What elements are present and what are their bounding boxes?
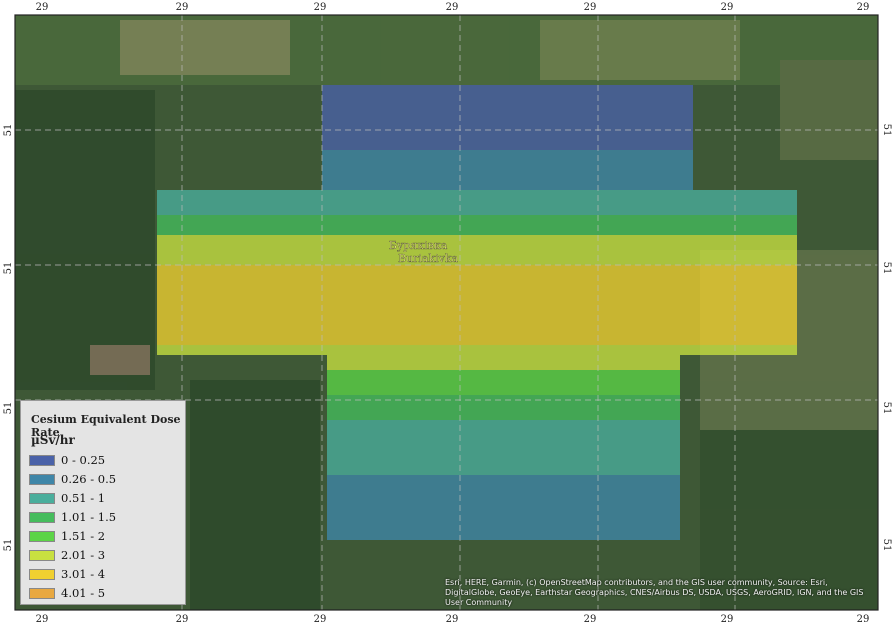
frame-label: 29 [857,614,870,625]
legend-item: 4.01 - 5 [29,586,105,600]
dose-band [157,265,797,345]
legend-label: 0.51 - 1 [61,491,106,505]
dose-band [327,475,680,540]
legend-label: 4.01 - 5 [61,586,106,600]
legend-item: 2.01 - 3 [29,548,105,562]
dose-band [157,215,797,235]
frame-label: 51 [881,262,892,275]
legend-label: 3.01 - 4 [61,567,106,581]
dose-band [322,150,693,190]
frame-label: 29 [446,2,459,13]
legend-title: Cesium Equivalent Dose Rate [31,413,181,439]
dose-overlay [157,85,797,540]
frame-label: 29 [721,2,734,13]
frame-label: 51 [3,539,14,552]
legend-item: 0 - 0.25 [29,453,105,467]
legend-unit: µSv/hr [31,433,75,447]
legend: Cesium Equivalent Dose Rate µSv/hr 0 - 0… [20,400,186,605]
legend-item: 0.51 - 1 [29,491,105,505]
legend-swatch [29,530,55,542]
legend-label: 1.51 - 2 [61,529,106,543]
dose-band [157,345,797,355]
dose-band [327,355,680,370]
frame-label: 29 [721,614,734,625]
legend-label: 0.26 - 0.5 [61,472,117,486]
frame-label: 29 [176,614,189,625]
map-frame [14,14,879,611]
frame-label: 51 [3,402,14,415]
frame-label: 51 [3,262,14,275]
frame-label: 51 [881,539,892,552]
legend-swatch [29,492,55,504]
frame-label: 29 [584,2,597,13]
legend-swatch [29,473,55,485]
legend-item: 1.01 - 1.5 [29,510,116,524]
frame-label: 51 [881,124,892,137]
frame-label: 29 [857,2,870,13]
dose-band [322,85,693,150]
frame-label: 51 [881,402,892,415]
place-label: Buriakivka [398,252,459,265]
legend-swatch [29,568,55,580]
legend-swatch [29,454,55,466]
dose-band [157,235,797,265]
legend-label: 1.01 - 1.5 [61,510,117,524]
attribution: Esri, HERE, Garmin, (c) OpenStreetMap co… [445,578,864,607]
dose-band [327,370,680,395]
frame-label: 29 [36,2,49,13]
frame-label: 29 [36,614,49,625]
legend-swatch [29,511,55,523]
dose-band [327,420,680,475]
dose-band [157,190,797,215]
terrain [15,15,878,610]
frame-label: 29 [584,614,597,625]
frame-label: 29 [314,614,327,625]
frame-label: 29 [176,2,189,13]
legend-item: 1.51 - 2 [29,529,105,543]
legend-item: 3.01 - 4 [29,567,105,581]
place-label: Бурякiвка [389,239,448,252]
dose-band [327,395,680,420]
legend-swatch [29,587,55,599]
frame-label: 29 [446,614,459,625]
legend-swatch [29,549,55,561]
frame-label: 29 [314,2,327,13]
legend-item: 0.26 - 0.5 [29,472,116,486]
legend-label: 2.01 - 3 [61,548,106,562]
frame-label: 51 [3,124,14,137]
legend-label: 0 - 0.25 [61,453,106,467]
